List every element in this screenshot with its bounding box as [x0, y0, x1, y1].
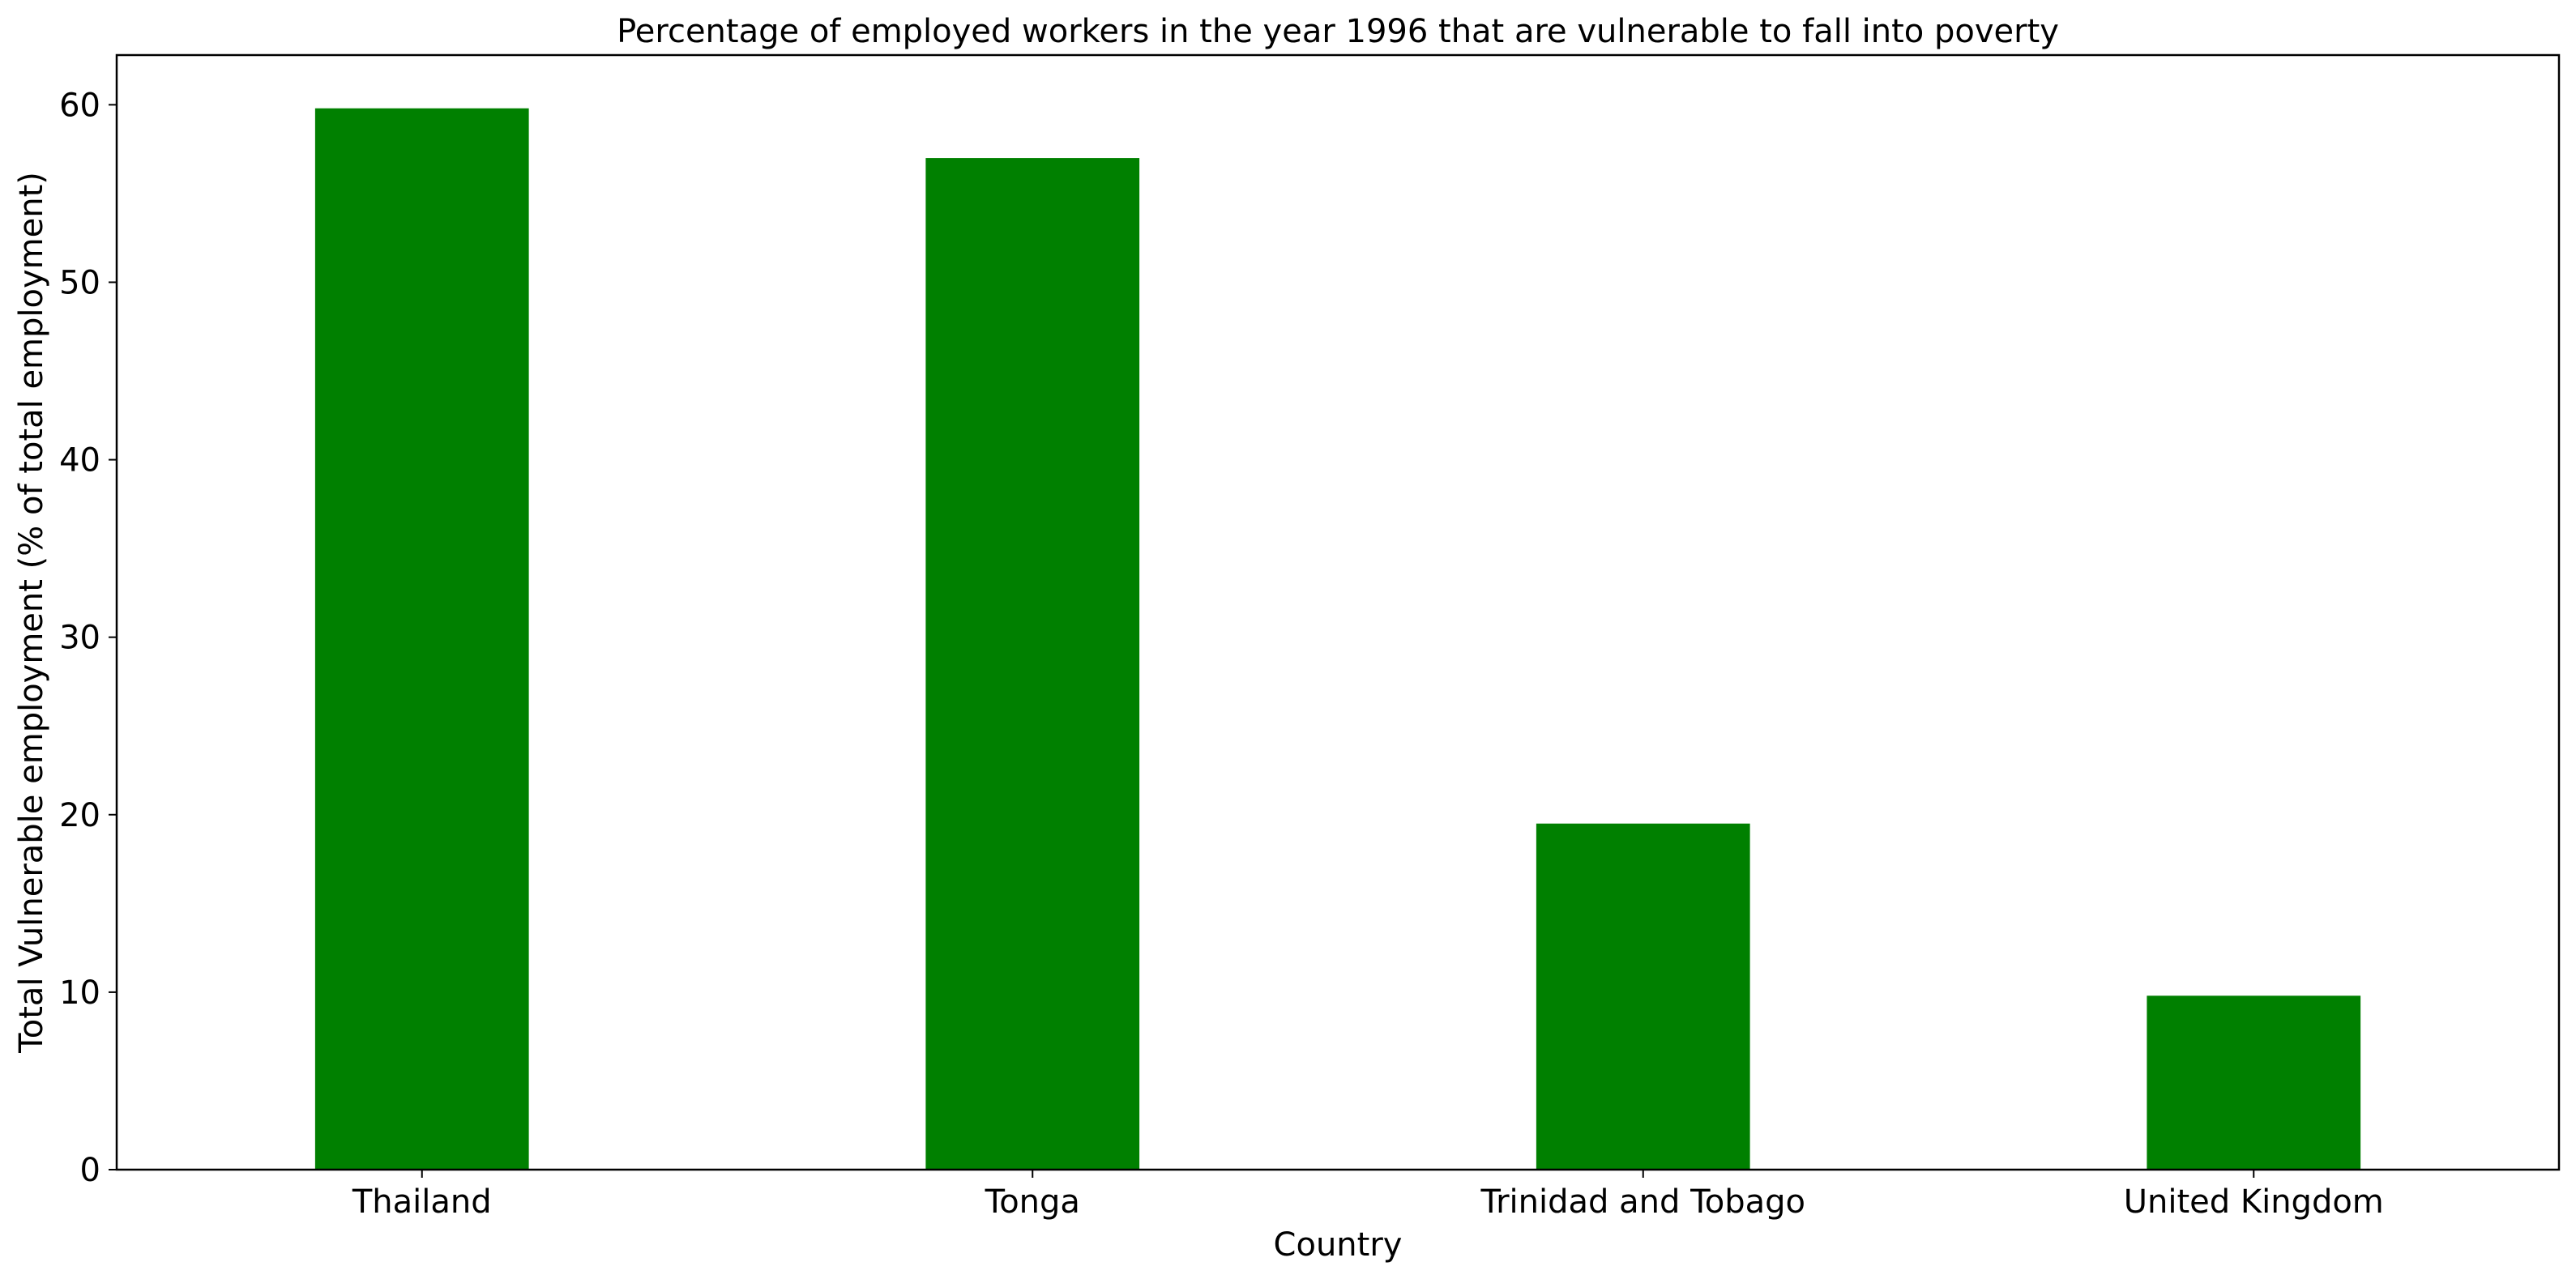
- y-tick-label: 50: [59, 264, 100, 301]
- y-tick-label: 60: [59, 87, 100, 124]
- x-tick-label: United Kingdom: [2124, 1183, 2384, 1221]
- x-axis-label: Country: [1274, 1226, 1403, 1264]
- x-tick-label: Trinidad and Tobago: [1480, 1183, 1805, 1221]
- y-tick-label: 20: [59, 797, 100, 834]
- bars-layer: [314, 108, 2361, 1170]
- x-tick-label: Thailand: [352, 1183, 492, 1221]
- bar-united-kingdom: [2147, 995, 2361, 1170]
- y-axis-label: Total Vulnerable employment (% of total …: [13, 172, 50, 1054]
- y-tick-label: 30: [59, 620, 100, 657]
- chart-title: Percentage of employed workers in the ye…: [617, 13, 2059, 50]
- x-axis-ticks: Thailand Tonga Trinidad and Tobago United K…: [352, 1170, 2384, 1221]
- plot-frame: [115, 53, 2561, 1171]
- bar-trinidad-and-tobago: [1536, 823, 1750, 1170]
- bar-tonga: [925, 158, 1140, 1170]
- bar-thailand: [314, 108, 529, 1170]
- y-tick-label: 10: [59, 974, 100, 1012]
- y-axis-ticks: 0 10 20 30 40 50 60: [59, 87, 117, 1189]
- y-tick-label: 0: [80, 1152, 100, 1189]
- x-tick-label: Tonga: [985, 1183, 1080, 1221]
- y-tick-label: 40: [59, 442, 100, 480]
